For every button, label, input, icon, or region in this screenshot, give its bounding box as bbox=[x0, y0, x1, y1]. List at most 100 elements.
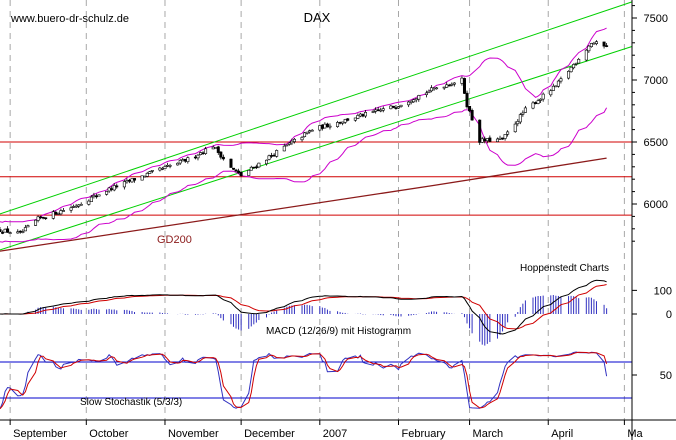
candle-body bbox=[282, 145, 286, 152]
candle-body bbox=[407, 101, 411, 106]
candle-body bbox=[87, 200, 91, 205]
candle-body bbox=[470, 109, 474, 121]
candle-body bbox=[44, 217, 48, 220]
candle-body bbox=[462, 78, 466, 94]
candle-body bbox=[427, 90, 431, 93]
candle-body bbox=[424, 92, 428, 96]
candle-body bbox=[513, 123, 517, 133]
credit-label: Hoppenstedt Charts bbox=[520, 263, 609, 274]
candle-body bbox=[122, 181, 126, 188]
indicator-overlays bbox=[0, 1, 633, 252]
candle-body bbox=[36, 216, 40, 221]
candle-body bbox=[69, 207, 73, 211]
candle-body bbox=[485, 138, 489, 142]
candle-body bbox=[541, 93, 545, 100]
horizontal-levels bbox=[0, 141, 632, 216]
candle-body bbox=[77, 204, 81, 207]
candle-body bbox=[61, 210, 65, 212]
candle-body bbox=[23, 227, 27, 232]
bollinger-upper bbox=[0, 27, 607, 223]
candle-body bbox=[452, 82, 456, 85]
candle-body bbox=[460, 77, 464, 84]
candle-body bbox=[265, 159, 269, 165]
candle-body bbox=[54, 211, 58, 215]
candle-body bbox=[521, 112, 525, 115]
candle-body bbox=[72, 206, 76, 208]
candle-body bbox=[531, 102, 535, 109]
candle-body bbox=[249, 166, 253, 171]
candle-body bbox=[163, 166, 167, 169]
candle-body bbox=[110, 188, 114, 190]
candle-body bbox=[18, 230, 22, 233]
candle-body bbox=[267, 155, 271, 160]
macd-panel bbox=[0, 279, 608, 346]
candle-body bbox=[140, 175, 144, 181]
y-tick-label: 7000 bbox=[644, 75, 668, 87]
candle-body bbox=[346, 118, 350, 121]
candle-body bbox=[554, 85, 558, 88]
candle-body bbox=[308, 130, 312, 133]
candle-body bbox=[287, 142, 291, 145]
gd200-label: GD200 bbox=[157, 234, 192, 246]
candle-body bbox=[495, 138, 499, 143]
candle-body bbox=[389, 105, 393, 110]
candle-body bbox=[92, 195, 96, 198]
candle-body bbox=[74, 205, 78, 208]
candle-body bbox=[447, 84, 451, 87]
candle-body bbox=[270, 155, 274, 157]
candle-body bbox=[391, 105, 395, 108]
candle-body bbox=[336, 122, 340, 127]
stochastic-tick-label: 50 bbox=[660, 370, 672, 382]
y-tick-label: 7500 bbox=[644, 13, 668, 25]
candle-body bbox=[605, 45, 609, 47]
candle-body bbox=[569, 66, 573, 73]
candle-body bbox=[34, 219, 38, 226]
candle-body bbox=[1, 232, 5, 234]
candle-body bbox=[559, 78, 563, 82]
candle-body bbox=[290, 140, 294, 144]
x-tick-label: March bbox=[473, 428, 504, 440]
candle-body bbox=[358, 113, 362, 117]
tick-labels: 6000 6500 7000 7500 100 0 50 September October No… bbox=[9, 5, 672, 440]
candle-body bbox=[158, 167, 162, 171]
candle-body bbox=[252, 166, 256, 169]
candle-body bbox=[107, 187, 111, 192]
candle-body bbox=[8, 232, 12, 234]
candle-body bbox=[275, 150, 279, 157]
candle-body bbox=[592, 42, 596, 45]
stochastic-panel bbox=[0, 351, 632, 410]
candle-body bbox=[178, 160, 182, 164]
candle-body bbox=[3, 228, 7, 233]
candle-body bbox=[229, 158, 233, 168]
candle-body bbox=[371, 111, 375, 113]
candle-body bbox=[551, 85, 555, 91]
candle-body bbox=[478, 119, 482, 143]
candle-body bbox=[374, 109, 378, 112]
candle-body bbox=[199, 152, 203, 155]
candle-body bbox=[94, 195, 98, 198]
bollinger-lower bbox=[0, 107, 608, 243]
candle-body bbox=[130, 178, 134, 183]
candle-body bbox=[150, 170, 154, 172]
candle-body bbox=[325, 123, 329, 128]
candle-body bbox=[193, 156, 197, 159]
candle-body bbox=[181, 159, 185, 162]
candle-body bbox=[211, 146, 215, 150]
candle-body bbox=[506, 131, 510, 135]
candle-body bbox=[409, 100, 413, 103]
candle-body bbox=[356, 115, 360, 119]
candle-body bbox=[320, 124, 324, 129]
stochastic-d-line bbox=[0, 351, 608, 410]
candle-body bbox=[59, 210, 63, 215]
candle-body bbox=[412, 99, 416, 103]
candle-body bbox=[518, 114, 522, 123]
candle-body bbox=[399, 104, 403, 107]
candle-body bbox=[254, 166, 258, 169]
candle-body bbox=[577, 59, 581, 64]
candle-body bbox=[468, 105, 472, 112]
candle-body bbox=[51, 211, 55, 219]
candle-body bbox=[417, 95, 421, 100]
